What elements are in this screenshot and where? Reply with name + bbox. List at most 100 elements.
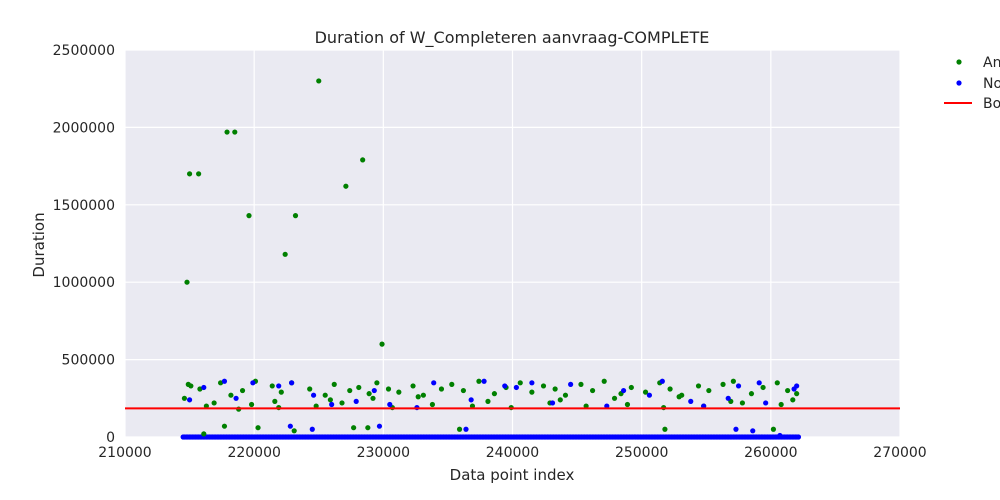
- no-point: [756, 380, 762, 386]
- no-point: [463, 426, 469, 432]
- no-point: [735, 383, 742, 389]
- no-point: [549, 400, 556, 406]
- an-point: [313, 403, 319, 409]
- no-point: [221, 378, 228, 384]
- an-point: [221, 423, 228, 429]
- an-point: [322, 392, 328, 398]
- x-tick-labels: 210000 220000 230000 240000 250000 260000 2700…: [98, 445, 926, 461]
- an-point: [748, 391, 755, 397]
- no-point: [481, 378, 487, 384]
- an-point: [339, 400, 345, 406]
- an-point: [601, 378, 607, 384]
- x-tick-label: 270000: [873, 445, 926, 461]
- no-point: [387, 401, 393, 408]
- no-point: [763, 400, 769, 406]
- an-point: [228, 392, 234, 398]
- an-point: [184, 279, 190, 285]
- an-point: [642, 389, 649, 395]
- an-point: [385, 386, 392, 392]
- y-tick-label: 2000000: [53, 120, 115, 136]
- an-point: [282, 251, 288, 257]
- an-point: [269, 383, 275, 389]
- no-point: [604, 403, 610, 409]
- legend-label: An: [983, 55, 1000, 71]
- no-point: [329, 401, 335, 408]
- an-point: [365, 425, 371, 431]
- x-axis-label: Data point index: [450, 466, 575, 484]
- y-tick-label: 500000: [62, 353, 115, 369]
- an-point: [186, 171, 193, 177]
- an-point: [278, 389, 284, 395]
- no-point: [250, 380, 256, 386]
- an-point: [760, 384, 766, 391]
- y-tick-label: 0: [106, 430, 115, 446]
- an-point: [374, 380, 380, 386]
- no-point: [750, 428, 756, 434]
- no-point: [468, 397, 474, 403]
- no-point: [620, 387, 627, 394]
- an-point: [667, 386, 673, 392]
- an-point: [360, 157, 366, 163]
- an-point: [347, 387, 353, 394]
- an-point: [562, 392, 569, 398]
- an-point: [456, 426, 463, 432]
- an-point: [476, 378, 482, 384]
- an-point: [589, 387, 596, 394]
- no-point: [186, 397, 193, 403]
- an-point: [778, 401, 784, 408]
- an-point: [272, 398, 278, 404]
- x-tick-label: 260000: [744, 445, 797, 461]
- chart-title: Duration of W_Completeren aanvraag-COMPL…: [315, 28, 710, 48]
- an-point: [611, 395, 618, 401]
- an-point: [291, 428, 297, 434]
- no-point: [777, 432, 783, 439]
- no-point: [287, 423, 293, 429]
- no-point: [659, 378, 665, 384]
- an-point: [327, 397, 333, 403]
- no-point: [276, 383, 282, 389]
- no-point: [646, 392, 653, 398]
- x-tick-label: 210000: [98, 445, 151, 461]
- an-point: [794, 391, 800, 397]
- no-point: [371, 387, 377, 394]
- an-point: [578, 381, 584, 387]
- an-point: [248, 401, 255, 408]
- an-point: [790, 397, 796, 403]
- no-point: [310, 392, 317, 398]
- an-point: [449, 381, 455, 387]
- an-point: [557, 397, 563, 403]
- y-tick-label: 1500000: [53, 198, 115, 214]
- an-point: [255, 425, 261, 431]
- no-point: [701, 403, 707, 409]
- an-point: [211, 400, 217, 406]
- an-point: [785, 387, 791, 394]
- an-point: [469, 403, 476, 409]
- x-tick-label: 220000: [227, 445, 280, 461]
- an-point: [396, 389, 402, 395]
- legend-label: No: [983, 76, 1000, 92]
- an-point: [517, 380, 523, 386]
- an-point: [224, 129, 230, 135]
- an-point: [676, 394, 682, 400]
- an-point: [232, 129, 238, 135]
- an-point: [239, 387, 246, 394]
- an-point: [529, 389, 535, 395]
- an-point: [415, 394, 421, 400]
- an-point: [583, 403, 589, 409]
- an-point: [420, 392, 426, 398]
- x-tick-label: 240000: [486, 445, 539, 461]
- no-point: [568, 381, 574, 387]
- no-point: [376, 423, 383, 429]
- y-tick-labels: 0 500000 1000000 1500000 2000000 2500000: [53, 43, 115, 446]
- no-point: [529, 380, 535, 386]
- data-points: [125, 78, 900, 440]
- an-point: [188, 383, 194, 389]
- legend-label: Bo: [983, 96, 1000, 112]
- an-point: [331, 381, 337, 387]
- an-point: [552, 386, 558, 392]
- an-point: [410, 383, 416, 389]
- an-point: [491, 391, 498, 397]
- no-point: [431, 380, 437, 386]
- an-point: [292, 213, 299, 219]
- y-tick-label: 1000000: [53, 275, 115, 291]
